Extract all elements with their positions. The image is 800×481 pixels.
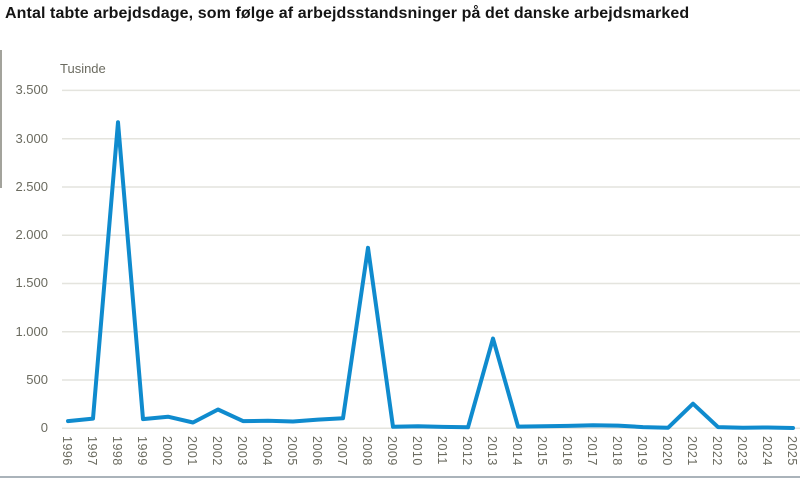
x-tick-label: 2017 (585, 436, 599, 466)
x-tick-label: 2024 (760, 436, 774, 466)
x-tick-label: 2020 (660, 436, 674, 466)
x-tick-label: 2012 (460, 436, 474, 466)
gridlines (62, 89, 800, 430)
x-tick-label: 1996 (60, 436, 74, 466)
x-tick-label: 2004 (260, 436, 274, 466)
y-tick-label: 1.000 (15, 324, 48, 339)
x-tick-label: 2019 (635, 436, 649, 466)
x-tick-label: 2005 (285, 436, 299, 466)
y-axis-unit-label: Tusinde (60, 61, 106, 76)
y-tick-label: 0 (40, 420, 48, 435)
y-tick-label: 3.000 (15, 131, 48, 146)
y-tick-label: 3.500 (15, 82, 48, 97)
chart-series-line (66, 120, 795, 430)
x-tick-label: 1998 (110, 436, 124, 466)
x-tick-label: 2011 (435, 436, 449, 465)
x-tick-label: 2010 (410, 436, 424, 466)
y-tick-label: 1.500 (15, 275, 48, 290)
bottom-rule (0, 476, 800, 478)
x-tick-label: 2021 (685, 436, 699, 466)
chart-title: Antal tabte arbejdsdage, som følge af ar… (5, 5, 690, 22)
x-tick-label: 2003 (235, 436, 249, 466)
x-tick-label: 1999 (135, 436, 149, 466)
x-tick-label: 2001 (185, 436, 199, 466)
x-tick-label: 2013 (485, 436, 499, 466)
x-tick-label: 2015 (535, 436, 549, 466)
x-tick-label: 1997 (85, 436, 99, 466)
x-tick-label: 2007 (335, 436, 349, 466)
x-tick-label: 2016 (560, 436, 574, 466)
y-tick-label: 500 (26, 372, 48, 387)
x-tick-label: 2006 (310, 436, 324, 466)
x-tick-label: 2008 (360, 436, 374, 466)
x-tick-label: 2023 (735, 436, 749, 466)
x-tick-label: 2009 (385, 436, 399, 466)
y-tick-label: 2.500 (15, 179, 48, 194)
x-tick-label: 2000 (160, 436, 174, 466)
left-edge-line (0, 50, 2, 188)
x-tick-label: 2002 (210, 436, 224, 466)
x-tick-label: 2025 (785, 436, 799, 466)
x-tick-label: 2018 (610, 436, 624, 466)
y-tick-label: 2.000 (15, 227, 48, 242)
x-tick-label: 2022 (710, 436, 724, 466)
x-tick-label: 2014 (510, 436, 524, 466)
